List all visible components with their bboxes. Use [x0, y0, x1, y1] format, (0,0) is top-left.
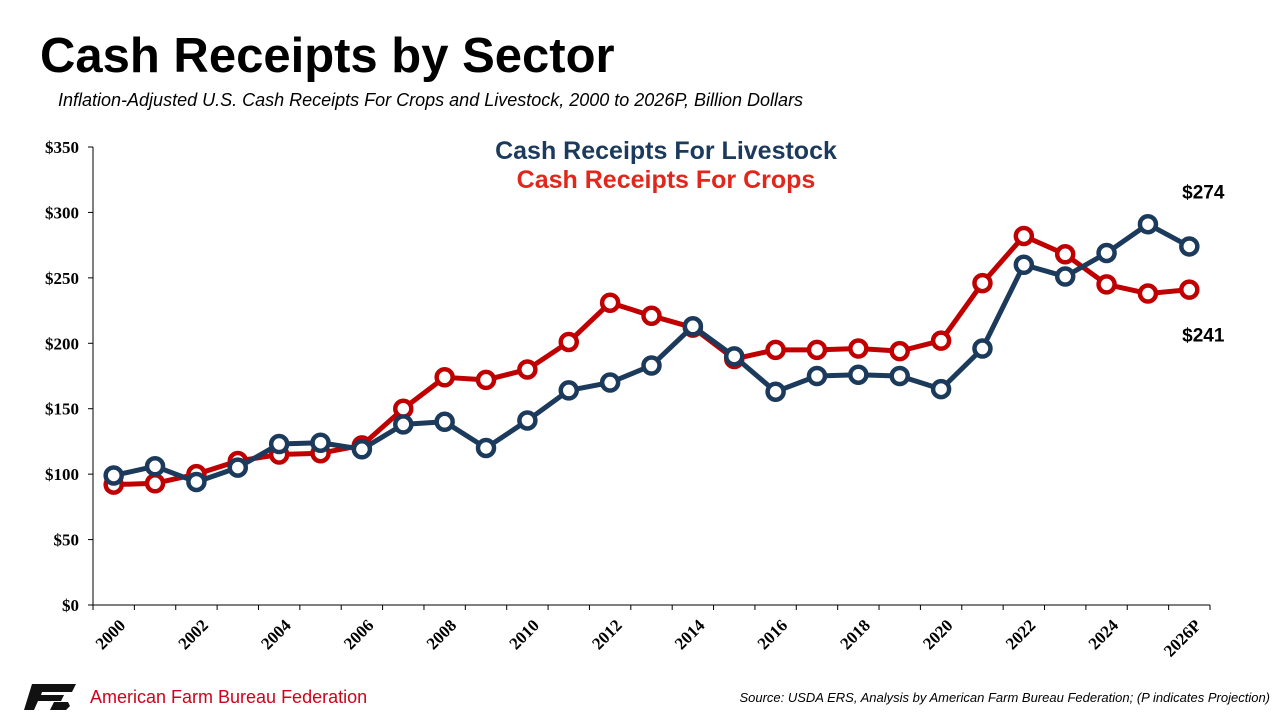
y-tick-label: $0 [62, 596, 79, 615]
y-tick-label: $100 [45, 465, 79, 484]
legend-livestock: Cash Receipts For Livestock [495, 137, 837, 165]
crops-point [1054, 244, 1076, 265]
y-tick-label: $250 [45, 269, 79, 288]
crops-point [1096, 274, 1117, 295]
livestock-point [930, 378, 952, 400]
livestock-point [227, 457, 249, 478]
livestock-point [393, 414, 414, 435]
crops-point [848, 338, 869, 359]
livestock-point [186, 471, 207, 493]
livestock-point [351, 439, 373, 460]
livestock-end-label: $274 [1182, 182, 1225, 203]
chart-subtitle: Inflation-Adjusted U.S. Cash Receipts Fo… [58, 90, 804, 110]
y-tick-label: $150 [45, 400, 79, 419]
x-tick-label: 2014 [671, 615, 709, 653]
x-tick-label: 2018 [836, 616, 873, 653]
livestock-point [103, 465, 124, 486]
crops-point [889, 340, 910, 362]
crops-end-label: $241 [1182, 326, 1225, 347]
livestock-point [475, 437, 497, 459]
chart-axes: $0 $50 $100 $150 $200 $250 $300 $350 2000 2002 200… [45, 138, 1211, 661]
y-tick-label: $200 [45, 334, 79, 353]
end-value-labels: $274 $241 [1182, 182, 1225, 346]
x-tick-label: 2022 [1002, 616, 1039, 653]
chart-title: Cash Receipts by Sector [40, 29, 615, 83]
livestock-point [1096, 242, 1117, 264]
x-tick-label: 2016 [754, 616, 791, 653]
y-tick-label: $300 [45, 203, 79, 222]
y-tick-label: $50 [54, 531, 80, 550]
crops-point [806, 339, 828, 361]
livestock-point [1137, 213, 1159, 235]
x-tick-label: 2012 [588, 616, 625, 653]
x-tick-label: 2020 [919, 616, 956, 653]
livestock-point [682, 316, 704, 337]
crops-point [434, 367, 455, 388]
y-tick-label: $350 [45, 138, 79, 157]
crops-point [1137, 283, 1159, 304]
crops-point [599, 292, 621, 313]
series-livestock [103, 213, 1200, 493]
x-tick-label: 2000 [92, 616, 129, 653]
livestock-point [972, 338, 993, 359]
crops-point [475, 369, 497, 391]
livestock-point [1013, 254, 1035, 276]
crops-point [641, 305, 662, 327]
crops-point [930, 330, 952, 351]
livestock-point [558, 380, 580, 401]
livestock-point [889, 365, 910, 387]
livestock-point [144, 456, 166, 477]
x-tick-label: 2002 [175, 616, 212, 653]
livestock-point [1179, 236, 1200, 257]
livestock-point [765, 381, 786, 402]
crops-point [1013, 225, 1035, 247]
livestock-point [268, 433, 290, 455]
livestock-point [1054, 266, 1076, 287]
x-tick-label: 2024 [1085, 615, 1123, 653]
series-layer [103, 213, 1200, 495]
crops-point [972, 272, 993, 294]
org-name: American Farm Bureau Federation [90, 687, 368, 707]
livestock-point [434, 411, 455, 433]
x-tick-label: 2004 [257, 615, 295, 653]
legend-crops: Cash Receipts For Crops [517, 166, 816, 194]
afbf-logo-icon [24, 684, 76, 710]
livestock-point [599, 372, 621, 393]
x-tick-label: 2026P [1160, 616, 1205, 661]
crops-point [517, 359, 538, 380]
livestock-point [723, 346, 745, 367]
series-crops [103, 225, 1200, 495]
crops-point [558, 331, 580, 353]
livestock-point [848, 364, 869, 385]
crops-point [1179, 279, 1200, 300]
crops-point [765, 339, 786, 361]
crops-point [144, 473, 166, 494]
livestock-point [806, 365, 828, 387]
x-tick-label: 2008 [423, 616, 460, 653]
x-tick-label: 2006 [340, 616, 377, 653]
source-note: Source: USDA ERS, Analysis by American F… [739, 690, 1270, 705]
livestock-point [517, 410, 538, 431]
livestock-point [641, 355, 662, 376]
livestock-point [310, 432, 331, 453]
x-tick-label: 2010 [505, 616, 542, 653]
